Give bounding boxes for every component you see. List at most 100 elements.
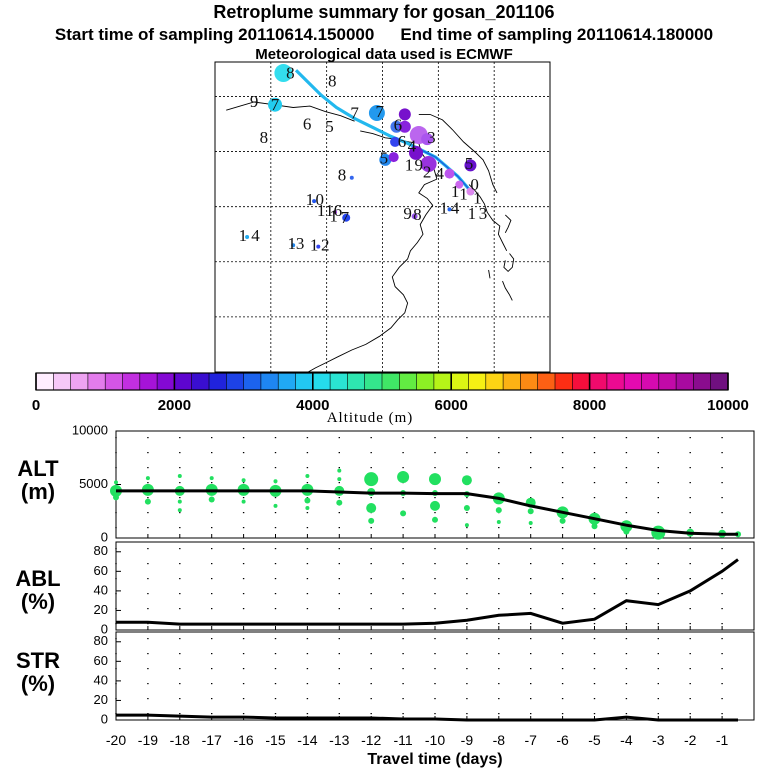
colorbar-swatch [174, 373, 193, 390]
plume-dot [398, 120, 411, 133]
colorbar-swatch [710, 373, 729, 390]
str-ylabel: (%) [21, 671, 55, 696]
map-day-label: 5 [380, 149, 389, 168]
colorbar-tick-label: 8000 [573, 397, 606, 414]
altitude-cluster-dot [463, 505, 470, 512]
map-day-label: 1 [329, 207, 338, 226]
map-day-label: 7 [271, 95, 280, 114]
x-tick-label: -13 [329, 732, 349, 748]
x-tick-label: -9 [461, 732, 474, 748]
map-day-label: 5 [465, 154, 474, 173]
plume-dot [274, 64, 293, 83]
plume-dot [379, 153, 392, 166]
y-tick-label: 40 [94, 672, 108, 687]
colorbar-axis-label: Altitude (m) [327, 410, 414, 426]
plume-dot [368, 104, 385, 121]
colorbar-swatch [451, 373, 469, 390]
end-time-label: End time of sampling 20110614.180000 [400, 25, 714, 44]
map-day-label: 1 [440, 198, 449, 217]
map-day-label: 4 [408, 136, 417, 155]
y-tick-label: 80 [94, 633, 108, 648]
map-day-label: 7 [341, 208, 350, 227]
colorbar-swatch [295, 373, 314, 390]
altitude-cluster-dot [623, 528, 630, 535]
map-day-label: 6 [394, 116, 403, 135]
colorbar-tick-label: 10000 [707, 397, 749, 414]
map-day-label: 3 [479, 204, 488, 223]
plume-dot [411, 213, 418, 220]
map-day-label: 8 [413, 205, 422, 224]
colorbar-swatch [209, 373, 227, 390]
plume-dot [342, 213, 351, 222]
altitude-cluster-dot [364, 472, 379, 487]
map-day-label: 1 [288, 234, 297, 253]
map-day-label: 9 [250, 92, 259, 111]
x-tick-label: -5 [588, 732, 601, 748]
colorbar-swatch [347, 373, 366, 390]
plume-dot [312, 199, 317, 204]
map-coastline [418, 113, 498, 194]
colorbar-frame [35, 372, 729, 391]
x-tick-label: -10 [425, 732, 445, 748]
plume-dot [420, 155, 437, 172]
map-day-label: 0 [315, 190, 324, 209]
map-coastline [488, 269, 491, 279]
colorbar-swatch [589, 373, 608, 390]
map-day-label: 1 [306, 190, 315, 209]
colorbar-swatch [555, 373, 573, 390]
alt-series-line [116, 489, 738, 536]
map-day-label: 7 [375, 102, 384, 121]
altitude-cluster-dot [241, 478, 246, 483]
x-tick-label: -17 [202, 732, 222, 748]
str-series-line [116, 713, 738, 722]
altitude-cluster-dot [432, 516, 438, 523]
map-day-label: 9 [403, 204, 412, 223]
plume-dot [388, 152, 399, 163]
map-day-label: 2 [423, 163, 432, 182]
plume-dot [390, 136, 401, 147]
plume-dot [291, 243, 296, 248]
str-frame [115, 631, 755, 721]
colorbar-swatch [260, 373, 279, 390]
alt-ylabel: ALT [17, 456, 59, 481]
map-day-label: 7 [350, 103, 359, 122]
colorbar-swatch [658, 373, 677, 390]
plume-dot [398, 108, 411, 121]
altitude-cluster-dot [461, 475, 472, 486]
altitude-cluster-dot [464, 523, 469, 528]
map-day-label: 6 [303, 114, 312, 133]
map-day-label: 1 [325, 201, 334, 220]
altitude-cluster-dot [528, 521, 533, 526]
colorbar-swatch [606, 373, 625, 390]
map-day-label: 3 [296, 234, 305, 253]
colorbar-swatch [278, 373, 296, 390]
plume-dot [421, 133, 434, 146]
y-tick-label: 0 [101, 621, 108, 636]
colorbar-swatch [676, 373, 694, 390]
plume-dot [455, 180, 464, 189]
map-day-label: 8 [286, 63, 295, 82]
plume-dot [464, 159, 477, 172]
colorbar-swatch [416, 373, 435, 390]
plume-dot [444, 168, 455, 179]
map-coastline [407, 178, 438, 260]
colorbar-swatch [105, 373, 123, 390]
plume-dot [447, 207, 452, 212]
x-tick-label: -3 [652, 732, 665, 748]
altitude-cluster-dot [559, 517, 566, 524]
map-coastline [326, 258, 409, 363]
str-panel: 80 60 40 20 0 STR(%) [16, 631, 755, 726]
colorbar-swatch [382, 373, 400, 390]
map-coastline [226, 101, 355, 122]
altitude-cluster-dot [273, 503, 278, 508]
str-ylabel: STR [16, 648, 60, 673]
colorbar-swatch [399, 373, 417, 390]
plume-trajectory-core [295, 69, 474, 195]
y-tick-label: 20 [94, 692, 108, 707]
map-day-label: 1 [317, 201, 326, 220]
altitude-cluster-dot [368, 517, 375, 524]
y-tick-label: 60 [94, 563, 108, 578]
altitude-cluster-dot [114, 480, 118, 485]
